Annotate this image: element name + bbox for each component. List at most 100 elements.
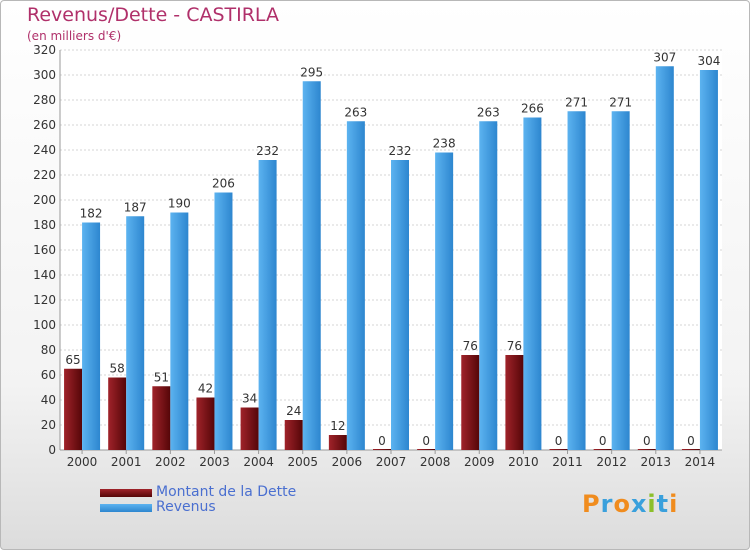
data-label-dette: 0 [378, 434, 386, 448]
data-label-dette: 0 [643, 434, 651, 448]
data-label-dette: 0 [422, 434, 430, 448]
data-label-revenus: 182 [80, 207, 103, 221]
bar-dette [417, 449, 436, 450]
bar-dette [373, 449, 391, 450]
y-tick-label: 80 [41, 343, 56, 357]
logo-letter: t [656, 490, 670, 518]
bar-revenus [611, 111, 630, 450]
data-label-revenus: 307 [653, 50, 676, 64]
x-tick-label: 2002 [155, 455, 186, 469]
chart-subtitle: (en milliers d'€) [27, 29, 122, 43]
x-tick-label: 2005 [287, 455, 318, 469]
x-tick-label: 2011 [552, 455, 583, 469]
legend-swatch-revenus [100, 504, 152, 512]
data-label-dette: 24 [286, 404, 301, 418]
y-tick-label: 100 [33, 318, 56, 332]
x-tick-label: 2003 [199, 455, 230, 469]
data-label-revenus: 206 [212, 177, 235, 191]
bar-revenus [655, 66, 674, 450]
data-label-dette: 58 [110, 362, 125, 376]
data-label-revenus: 238 [433, 137, 456, 151]
legend-label-dette: Montant de la Dette [156, 484, 297, 500]
data-label-dette: 12 [330, 419, 345, 433]
bar-dette [240, 407, 259, 450]
data-label-revenus: 263 [344, 105, 367, 119]
x-tick-label: 2009 [464, 455, 495, 469]
x-tick-label: 2010 [508, 455, 539, 469]
bar-revenus [435, 152, 454, 450]
data-label-revenus: 232 [256, 144, 279, 158]
data-label-dette: 65 [65, 353, 80, 367]
x-tick-label: 2006 [332, 455, 363, 469]
data-label-dette: 76 [507, 339, 522, 353]
bar-dette [461, 355, 480, 450]
x-tick-label: 2014 [685, 455, 716, 469]
y-tick-label: 180 [33, 218, 56, 232]
x-tick-label: 2004 [243, 455, 274, 469]
data-label-revenus: 266 [521, 102, 544, 116]
logo-letter: P [582, 490, 601, 518]
data-label-dette: 0 [687, 434, 695, 448]
chart-title: Revenus/Dette - CASTIRLA [27, 4, 279, 26]
data-label-dette: 42 [198, 382, 213, 396]
bar-revenus [391, 160, 409, 450]
bar-revenus [302, 81, 321, 450]
logo-letter: o [613, 490, 631, 518]
bar-dette [196, 397, 215, 450]
bar-revenus [346, 121, 365, 450]
y-tick-label: 220 [33, 168, 56, 182]
data-label-dette: 0 [599, 434, 607, 448]
data-label-revenus: 271 [609, 95, 632, 109]
y-tick-label: 120 [33, 293, 56, 307]
y-tick-label: 60 [41, 368, 56, 382]
bar-revenus [126, 216, 145, 450]
bar-dette [108, 377, 127, 450]
logo-letter: r [600, 490, 614, 518]
data-label-revenus: 295 [300, 65, 323, 79]
y-tick-label: 0 [48, 443, 56, 457]
y-tick-label: 320 [33, 43, 56, 57]
y-tick-label: 20 [41, 418, 56, 432]
x-tick-label: 2012 [596, 455, 627, 469]
logo-letter: x [630, 490, 648, 518]
y-tick-label: 240 [33, 143, 56, 157]
proxiti-logo: Proxiti [582, 490, 678, 518]
data-label-revenus: 232 [389, 144, 412, 158]
x-tick-label: 2013 [641, 455, 672, 469]
y-tick-label: 40 [41, 393, 56, 407]
x-tick-label: 2000 [67, 455, 98, 469]
logo-letter: i [647, 490, 657, 518]
data-label-revenus: 271 [565, 95, 588, 109]
data-label-dette: 76 [463, 339, 478, 353]
bar-dette [637, 449, 656, 450]
bar-revenus [699, 70, 718, 450]
data-label-dette: 34 [242, 392, 257, 406]
bar-revenus [523, 117, 542, 450]
bar-revenus [214, 192, 233, 450]
bar-dette [284, 420, 303, 450]
x-tick-label: 2001 [111, 455, 142, 469]
bar-revenus [479, 121, 498, 450]
bar-dette [593, 449, 612, 450]
y-tick-label: 280 [33, 93, 56, 107]
y-tick-label: 140 [33, 268, 56, 282]
logo-letter: i [669, 490, 679, 518]
data-label-revenus: 190 [168, 197, 191, 211]
bar-dette [681, 449, 700, 450]
data-label-revenus: 263 [477, 105, 500, 119]
data-label-revenus: 187 [124, 200, 147, 214]
bar-revenus [170, 212, 189, 450]
y-tick-label: 260 [33, 118, 56, 132]
bar-revenus [258, 160, 277, 450]
bar-revenus [567, 111, 586, 450]
y-tick-label: 300 [33, 68, 56, 82]
bar-revenus [82, 222, 101, 450]
bar-dette [328, 435, 347, 450]
bar-dette [64, 368, 83, 450]
data-label-revenus: 304 [697, 54, 720, 68]
bar-dette [549, 449, 568, 450]
y-tick-label: 160 [33, 243, 56, 257]
data-label-dette: 51 [154, 370, 169, 384]
legend-swatch-dette [100, 489, 152, 497]
